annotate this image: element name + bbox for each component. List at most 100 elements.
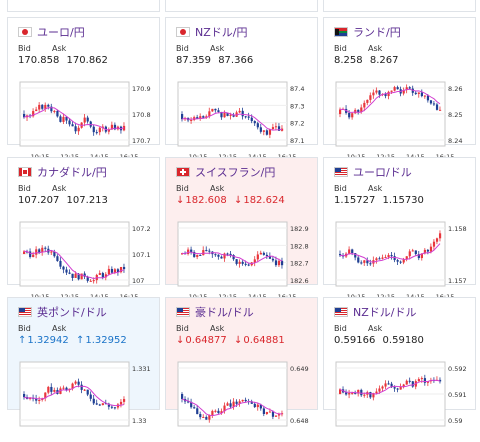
- card-title[interactable]: ユーロ/円: [18, 25, 85, 39]
- candle-body: [372, 393, 375, 398]
- bid-ask-values: ↑1.32942 ↑1.32952: [18, 335, 131, 346]
- candle-body: [435, 104, 439, 110]
- currency-card[interactable]: ユーロ/円 Bid Ask 170.858 170.862 170.9 170.8 1…: [7, 17, 160, 161]
- candle-body: [423, 378, 427, 383]
- card-title[interactable]: ユーロ/ドル: [334, 165, 412, 179]
- pair-name[interactable]: NZドル/円: [195, 26, 248, 39]
- ask-number: 0.59180: [382, 335, 424, 346]
- candle-body: [181, 114, 184, 120]
- candle-body: [68, 120, 71, 125]
- candle-body: [211, 410, 214, 415]
- candle-body: [241, 261, 244, 264]
- ask-value: 0.59180: [383, 335, 424, 346]
- bid-number: 0.64877: [185, 335, 227, 346]
- currency-card[interactable]: 英ポンド/ドル Bid Ask ↑1.32942 ↑1.32952 1.331 1.…: [7, 297, 160, 427]
- candle-body: [68, 272, 71, 274]
- candle-body: [80, 384, 83, 390]
- pair-name[interactable]: スイスフラン/円: [195, 166, 276, 179]
- pair-name[interactable]: NZドル/ドル: [353, 306, 417, 319]
- moving-average-line: [339, 379, 441, 395]
- candle-body: [50, 106, 53, 112]
- candle-body: [244, 263, 247, 265]
- ask-value: 87.366: [218, 55, 253, 66]
- bid-ask-values: ↓0.64877 ↓0.64881: [176, 335, 289, 346]
- y-tick-label: 107: [132, 277, 144, 285]
- candle-body: [280, 128, 284, 131]
- candle-body: [190, 401, 193, 408]
- price-chart[interactable]: 87.487.387.287.110:1512:1514:1516:15: [174, 78, 311, 162]
- candle-body: [202, 250, 205, 256]
- trend-arrow-icon: ↑: [75, 335, 85, 346]
- candle-body: [265, 412, 269, 414]
- price-chart[interactable]: 1.331 1.33: [16, 358, 153, 442]
- trend-arrow-icon: ↓: [176, 335, 185, 346]
- candle-body: [229, 253, 232, 256]
- price-chart[interactable]: 0.592 0.591 0.59: [332, 358, 469, 442]
- pair-name[interactable]: カナダドル/円: [37, 166, 107, 179]
- bid-number: 1.32942: [27, 335, 69, 346]
- card-title[interactable]: ランド/円: [334, 25, 401, 39]
- candle-body: [92, 398, 95, 404]
- candle-body: [80, 273, 83, 280]
- pair-name[interactable]: ランド/円: [353, 26, 401, 39]
- currency-card[interactable]: ユーロ/ドル Bid Ask 1.15727 1.15730 1.158 1.157…: [323, 157, 476, 301]
- bid-ask-values: 87.359 87.366: [176, 55, 257, 66]
- flag-icon: [18, 167, 32, 177]
- candle-body: [372, 92, 375, 96]
- currency-card[interactable]: カナダドル/円 Bid Ask 107.207 107.213 107.2 107.…: [7, 157, 160, 301]
- card-title[interactable]: スイスフラン/円: [176, 165, 275, 179]
- price-chart[interactable]: 8.268.258.2410:1512:1514:1516:15: [332, 78, 469, 162]
- pair-name[interactable]: ユーロ/円: [37, 26, 85, 39]
- bid-ask-header: Bid Ask: [176, 184, 244, 193]
- currency-card[interactable]: スイスフラン/円 Bid Ask ↓182.608 ↓182.624 182.9 1…: [165, 157, 318, 301]
- currency-card[interactable]: NZドル/ドル Bid Ask 0.59166 0.59180 0.592 0.59…: [323, 297, 476, 427]
- candle-body: [217, 254, 220, 257]
- candle-body: [253, 403, 256, 408]
- card-title[interactable]: NZドル/円: [176, 25, 247, 39]
- candle-body: [196, 254, 199, 257]
- candle-body: [62, 387, 65, 389]
- candle-body: [59, 260, 62, 267]
- candle-body: [223, 253, 226, 259]
- candle-body: [23, 394, 26, 398]
- candle-body: [232, 255, 235, 260]
- candle-body: [402, 90, 405, 94]
- pair-name[interactable]: ユーロ/ドル: [353, 166, 412, 179]
- candle-body: [366, 260, 369, 264]
- pair-name[interactable]: 豪ドル/ドル: [195, 306, 254, 319]
- candle-body: [214, 254, 217, 256]
- candle-body: [426, 381, 430, 383]
- card-title[interactable]: カナダドル/円: [18, 165, 107, 179]
- pair-name[interactable]: 英ポンド/ドル: [37, 306, 107, 319]
- bid-ask-header: Bid Ask: [176, 324, 244, 333]
- candle-body: [399, 387, 402, 390]
- y-tick-label: 182.7: [290, 260, 309, 268]
- card-title[interactable]: 豪ドル/ドル: [176, 305, 254, 319]
- candle-body: [432, 241, 436, 247]
- candle-body: [402, 259, 405, 263]
- trend-arrow-icon: ↓: [176, 195, 185, 206]
- candle-body: [360, 262, 363, 264]
- candle-body: [432, 103, 436, 105]
- candle-body: [378, 258, 381, 260]
- price-chart[interactable]: 0.649 0.648: [174, 358, 311, 442]
- y-tick-label: 0.649: [290, 365, 309, 373]
- ask-label: Ask: [368, 44, 383, 53]
- bid-ask-header: Bid Ask: [334, 324, 402, 333]
- candle-body: [110, 124, 114, 130]
- candle-body: [89, 394, 92, 399]
- card-title[interactable]: 英ポンド/ドル: [18, 305, 107, 319]
- candle-body: [181, 394, 184, 399]
- candle-body: [253, 121, 256, 124]
- currency-card[interactable]: 豪ドル/ドル Bid Ask ↓0.64877 ↓0.64881 0.649 0.6…: [165, 297, 318, 427]
- bid-value: ↑1.32942: [18, 335, 69, 346]
- card-title[interactable]: NZドル/ドル: [334, 305, 416, 319]
- moving-average-line: [181, 251, 283, 265]
- candle-body: [53, 390, 56, 392]
- currency-card[interactable]: NZドル/円 Bid Ask 87.359 87.366 87.4 87.3 87.2…: [165, 17, 318, 161]
